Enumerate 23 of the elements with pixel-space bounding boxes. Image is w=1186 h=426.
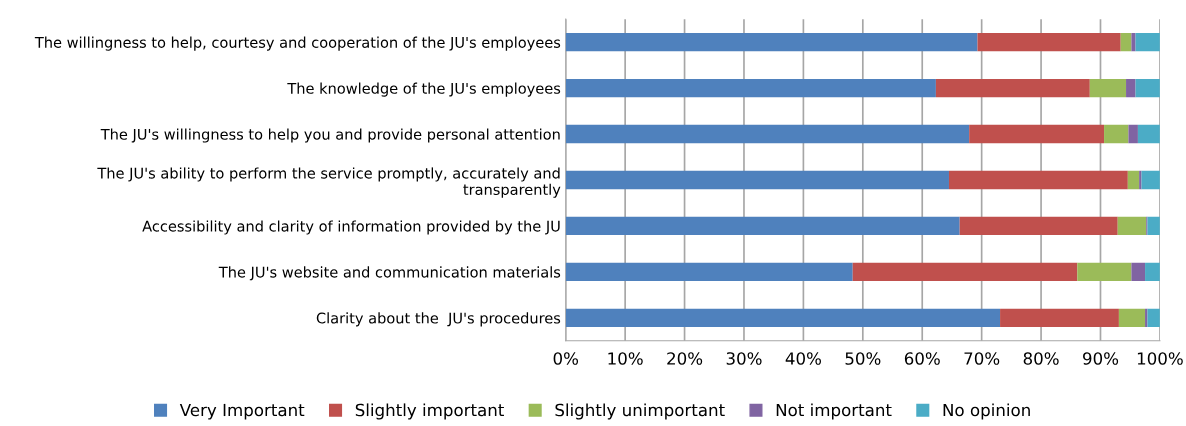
x-tick-label: 10% — [608, 352, 643, 365]
x-tick-label: 80% — [1023, 352, 1059, 365]
x-tick-label: 50% — [845, 352, 881, 365]
x-tick-label: 100% — [1137, 352, 1183, 365]
x-tick-label: 30% — [726, 352, 762, 365]
y-tick-label: Clarity about the JU's procedures — [316, 312, 561, 327]
legend-label: Slightly important — [355, 403, 504, 420]
x-tick-label: 70% — [964, 352, 1000, 365]
legend-label: Not important — [776, 403, 892, 420]
legend-label: Very Important — [179, 403, 305, 420]
x-tick-label: 90% — [1083, 352, 1119, 365]
legend-label: Slightly unimportant — [555, 403, 725, 420]
x-tick-label: 20% — [667, 352, 703, 365]
x-tick-label: 40% — [785, 352, 821, 365]
y-tick-label: The willingness to help, courtesy and cooperation of the JU's employees — [34, 36, 561, 51]
y-tick-label: The JU's willingness to help you and provide personal attention — [100, 128, 560, 143]
y-tick-label: The knowledge of the JU's employees — [287, 82, 561, 97]
x-tick-label: 60% — [904, 352, 940, 365]
y-tick-label: The JU's ability to perform the service promptly, accurately and transparently — [97, 167, 561, 198]
x-tick-label: 0% — [553, 352, 579, 365]
y-tick-label: The JU's website and communication materials — [218, 266, 561, 281]
y-tick-label: Accessibility and clarity of information provided by the JU — [142, 220, 560, 235]
legend-label: No opinion — [943, 403, 1030, 420]
